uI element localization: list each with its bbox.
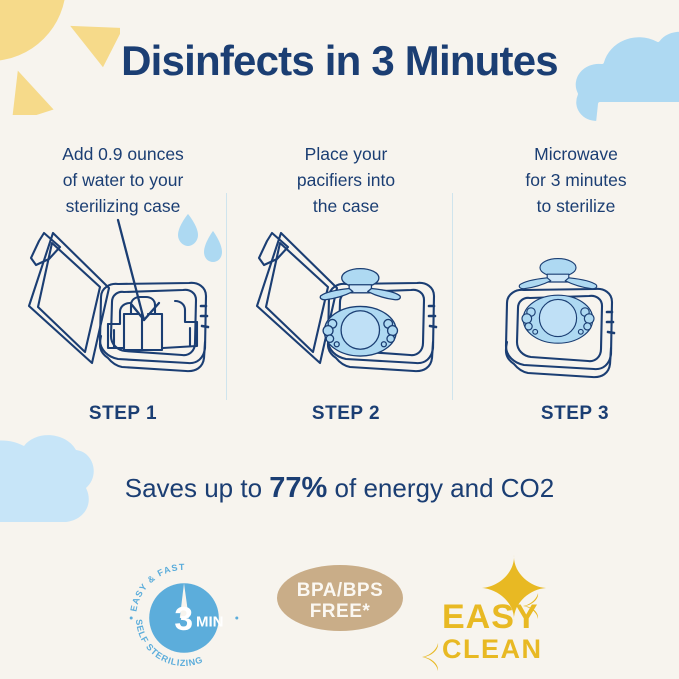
- svg-text:BPA/BPS: BPA/BPS: [297, 580, 384, 601]
- svg-text:FREE*: FREE*: [310, 601, 371, 622]
- svg-text:3: 3: [174, 601, 193, 638]
- svg-text:CLEAN: CLEAN: [442, 634, 543, 664]
- svg-text:EASY: EASY: [442, 598, 539, 636]
- svg-text:MIN: MIN: [196, 613, 224, 630]
